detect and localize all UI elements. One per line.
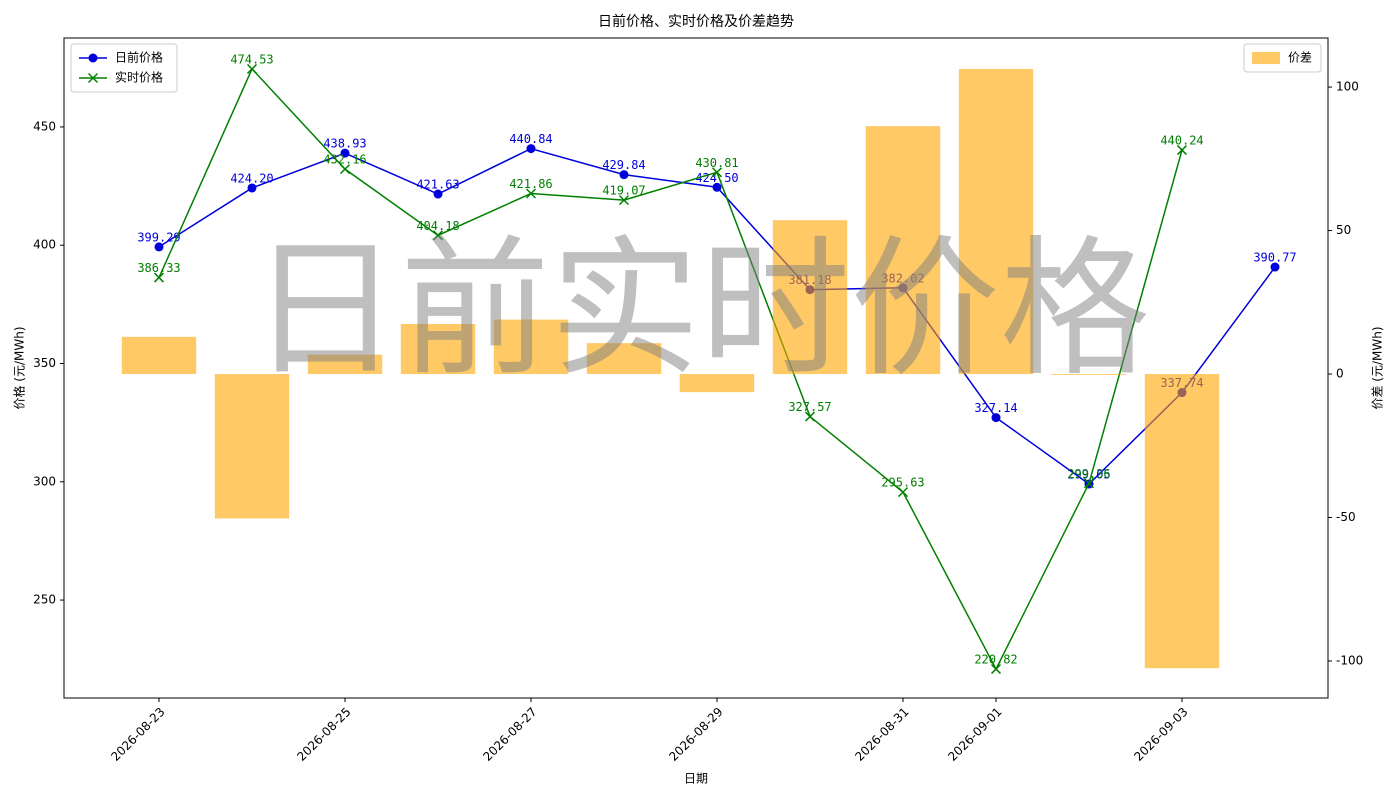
data-label: 404.18 xyxy=(416,219,459,233)
bar xyxy=(1144,374,1220,669)
y-tick-label: 350 xyxy=(33,356,56,370)
x-tick-label: 2026-09-03 xyxy=(1131,705,1190,764)
y-tick-label: 250 xyxy=(33,593,56,607)
bar xyxy=(772,220,848,375)
x-axis-label: 日期 xyxy=(684,772,708,786)
watermark: 日前实时价格 xyxy=(250,223,1150,397)
legend-label: 日前价格 xyxy=(115,50,163,65)
point xyxy=(154,242,164,252)
x-tick-label: 2026-08-31 xyxy=(852,705,911,764)
legend-swatch xyxy=(1252,52,1280,64)
y2-tick-label: -100 xyxy=(1336,653,1363,667)
y-tick-label: 450 xyxy=(33,119,56,133)
legend-marker xyxy=(88,53,98,63)
x-tick-label: 2026-08-27 xyxy=(480,705,539,764)
bar xyxy=(307,354,383,375)
point xyxy=(1270,262,1280,272)
data-label: 421.86 xyxy=(509,177,552,191)
point xyxy=(339,164,351,175)
data-label: 438.93 xyxy=(323,137,366,151)
point xyxy=(525,188,537,199)
bar xyxy=(865,126,941,375)
bar xyxy=(214,374,290,519)
point xyxy=(1176,145,1188,156)
data-label: 299.05 xyxy=(1067,468,1110,482)
data-label: 419.07 xyxy=(602,184,645,198)
bar xyxy=(1051,374,1127,375)
y2-tick-label: -50 xyxy=(1336,510,1356,524)
legend-box xyxy=(1243,43,1322,73)
bar xyxy=(679,374,755,393)
chart-title: 日前价格、实时价格及价差趋势 xyxy=(598,13,794,30)
data-label: 390.77 xyxy=(1253,251,1296,265)
legend-label: 实时价格 xyxy=(115,70,163,85)
data-label: 424.50 xyxy=(695,171,738,185)
point xyxy=(340,148,350,158)
y2-tick-label: 100 xyxy=(1336,80,1359,94)
point xyxy=(247,183,257,193)
point xyxy=(246,63,258,74)
plot-frame xyxy=(63,37,1329,699)
point xyxy=(153,272,165,283)
point xyxy=(432,230,444,241)
bar xyxy=(493,319,569,375)
x-tick-label: 2026-08-29 xyxy=(666,705,725,764)
data-label: 474.53 xyxy=(230,52,273,66)
y2-tick-label: 50 xyxy=(1336,223,1351,237)
point xyxy=(804,411,816,422)
series-line xyxy=(158,67,1183,671)
y-tick-label: 300 xyxy=(33,474,56,488)
bar xyxy=(121,336,197,375)
data-label: 424.20 xyxy=(230,171,273,185)
point xyxy=(897,487,909,498)
data-label: 295.63 xyxy=(881,476,924,490)
legend-marker xyxy=(87,72,99,84)
data-label: 432.16 xyxy=(323,153,366,167)
legend-label: 价差 xyxy=(1288,51,1312,65)
data-label: 430.81 xyxy=(695,156,738,170)
bar xyxy=(958,68,1034,375)
y-axis-label: 价格 (元/MWh) xyxy=(12,326,27,409)
bar xyxy=(400,323,476,375)
point xyxy=(433,189,443,199)
x-tick-label: 2026-08-25 xyxy=(294,705,353,764)
y-tick-label: 400 xyxy=(33,238,56,252)
legend-box xyxy=(70,43,178,93)
point xyxy=(990,664,1002,675)
data-label: 429.84 xyxy=(602,158,645,172)
point xyxy=(991,413,1001,423)
point xyxy=(1083,478,1095,489)
point xyxy=(618,195,630,206)
y2-axis-label: 价差 (元/MWh) xyxy=(1371,326,1385,409)
x-tick-label: 2026-09-01 xyxy=(945,705,1004,764)
point xyxy=(711,167,723,178)
bar xyxy=(586,343,662,375)
data-label: 421.63 xyxy=(416,178,459,192)
data-label: 386.33 xyxy=(137,261,180,275)
data-label: 327.14 xyxy=(974,401,1017,415)
x-tick-label: 2026-08-23 xyxy=(108,705,167,764)
point xyxy=(712,182,722,192)
y2-tick-label: 0 xyxy=(1336,367,1344,381)
data-label: 299.36 xyxy=(1067,467,1110,481)
data-label: 440.84 xyxy=(509,132,552,146)
point xyxy=(526,144,536,154)
data-label: 220.82 xyxy=(974,653,1017,667)
point xyxy=(619,170,629,180)
data-label: 327.57 xyxy=(788,400,831,414)
data-label: 399.29 xyxy=(137,230,180,244)
data-label: 440.24 xyxy=(1160,134,1203,148)
